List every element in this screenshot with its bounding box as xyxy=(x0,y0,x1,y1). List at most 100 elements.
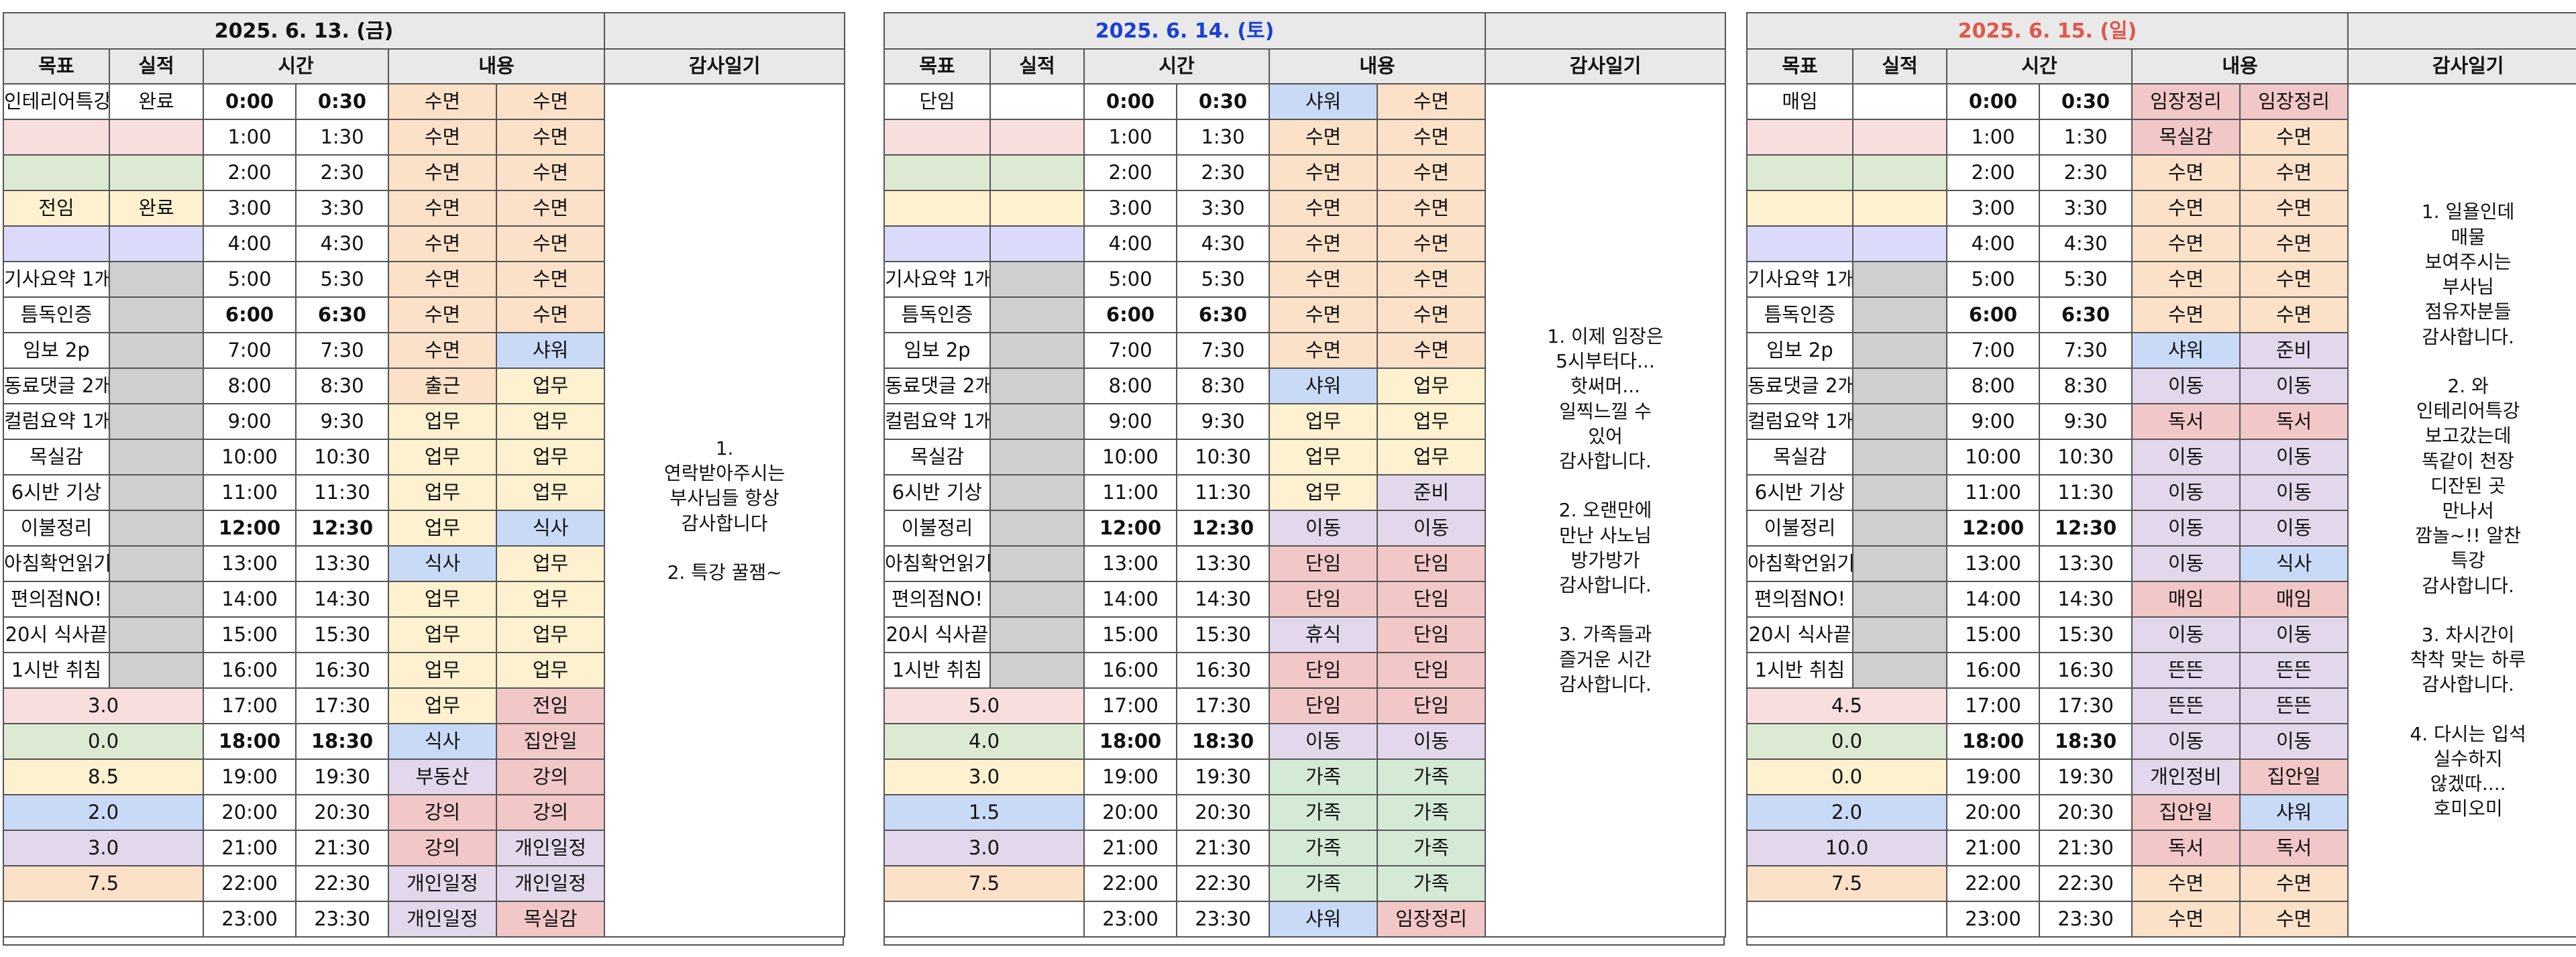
time-half-cell[interactable]: 11:30 xyxy=(1176,474,1270,511)
score-cell[interactable]: 7.5 xyxy=(883,865,1085,902)
activity-cell[interactable]: 업무 xyxy=(495,545,606,582)
time-start-cell[interactable]: 17:00 xyxy=(1083,687,1177,724)
done-cell[interactable] xyxy=(989,83,1085,120)
time-half-cell[interactable]: 10:30 xyxy=(2039,439,2133,475)
done-cell[interactable] xyxy=(109,616,204,653)
activity-cell[interactable]: 샤워 xyxy=(1269,368,1378,404)
goal-cell[interactable]: 목실감 xyxy=(3,439,110,475)
time-start-cell[interactable]: 14:00 xyxy=(1946,581,2040,618)
done-cell[interactable] xyxy=(989,545,1085,582)
gratitude-diary-cell[interactable]: 1. 이제 임장은 5시부터다... 핫써머... 일찍느낄 수 있어 감사합니다. 2. … xyxy=(1485,83,1727,938)
goal-cell[interactable]: 6시반 기상 xyxy=(1746,474,1854,511)
time-half-cell[interactable]: 19:30 xyxy=(1176,758,1270,795)
time-start-cell[interactable]: 15:00 xyxy=(1083,616,1177,653)
score-cell[interactable]: 3.0 xyxy=(3,687,204,724)
time-half-cell[interactable]: 20:30 xyxy=(295,794,389,831)
goal-cell[interactable]: 단임 xyxy=(883,83,991,120)
activity-cell[interactable]: 업무 xyxy=(495,439,606,475)
activity-cell[interactable]: 수면 xyxy=(2239,901,2349,938)
goal-cell[interactable]: 목실감 xyxy=(883,439,991,475)
activity-cell[interactable]: 이동 xyxy=(2239,510,2349,547)
time-half-cell[interactable]: 4:30 xyxy=(1176,225,1270,262)
score-cell[interactable] xyxy=(883,901,1085,938)
activity-cell[interactable]: 수면 xyxy=(2131,901,2241,938)
goal-cell[interactable]: 컬럼요약 1개 xyxy=(3,403,110,440)
time-half-cell[interactable]: 9:30 xyxy=(2039,403,2133,440)
activity-cell[interactable]: 수면 xyxy=(388,119,497,156)
time-half-cell[interactable]: 5:30 xyxy=(295,261,389,298)
goal-cell[interactable] xyxy=(3,154,110,191)
goal-cell[interactable] xyxy=(883,225,991,262)
time-start-cell[interactable]: 8:00 xyxy=(203,368,297,404)
time-half-cell[interactable]: 1:30 xyxy=(1176,119,1270,156)
activity-cell[interactable]: 수면 xyxy=(1376,119,1487,156)
goal-cell[interactable]: 이불정리 xyxy=(1746,510,1854,547)
activity-cell[interactable]: 업무 xyxy=(388,474,497,511)
activity-cell[interactable]: 수면 xyxy=(1376,332,1487,369)
activity-cell[interactable]: 업무 xyxy=(1269,439,1378,475)
time-start-cell[interactable]: 1:00 xyxy=(1083,119,1177,156)
done-cell[interactable]: 완료 xyxy=(109,83,204,120)
time-half-cell[interactable]: 21:30 xyxy=(1176,830,1270,866)
goal-cell[interactable]: 인테리어특강 xyxy=(3,83,110,120)
activity-cell[interactable]: 수면 xyxy=(495,190,606,227)
goal-cell[interactable]: 틈독인증 xyxy=(1746,296,1854,333)
time-start-cell[interactable]: 17:00 xyxy=(203,687,297,724)
activity-cell[interactable]: 수면 xyxy=(2239,865,2349,902)
done-cell[interactable] xyxy=(109,154,204,191)
time-start-cell[interactable]: 13:00 xyxy=(203,545,297,582)
activity-cell[interactable]: 단임 xyxy=(1269,545,1378,582)
time-start-cell[interactable]: 23:00 xyxy=(1946,901,2040,938)
done-cell[interactable] xyxy=(989,581,1085,618)
activity-cell[interactable]: 이동 xyxy=(2131,474,2241,511)
activity-cell[interactable]: 업무 xyxy=(388,652,497,689)
done-cell[interactable] xyxy=(109,119,204,156)
time-start-cell[interactable]: 21:00 xyxy=(1083,830,1177,866)
time-start-cell[interactable]: 4:00 xyxy=(1083,225,1177,262)
time-half-cell[interactable]: 22:30 xyxy=(2039,865,2133,902)
activity-cell[interactable]: 수면 xyxy=(388,225,497,262)
done-cell[interactable] xyxy=(1852,154,1947,191)
score-cell[interactable]: 5.0 xyxy=(883,687,1085,724)
time-start-cell[interactable]: 20:00 xyxy=(1083,794,1177,831)
done-cell[interactable] xyxy=(989,368,1085,404)
time-half-cell[interactable]: 17:30 xyxy=(1176,687,1270,724)
time-half-cell[interactable]: 7:30 xyxy=(295,332,389,369)
activity-cell[interactable]: 식사 xyxy=(2239,545,2349,582)
done-cell[interactable] xyxy=(989,403,1085,440)
activity-cell[interactable]: 식사 xyxy=(495,510,606,547)
activity-cell[interactable]: 수면 xyxy=(388,190,497,227)
time-start-cell[interactable]: 23:00 xyxy=(1083,901,1177,938)
goal-cell[interactable]: 전임 xyxy=(3,190,110,227)
activity-cell[interactable]: 수면 xyxy=(1376,190,1487,227)
time-start-cell[interactable]: 6:00 xyxy=(203,296,297,333)
activity-cell[interactable]: 이동 xyxy=(2239,368,2349,404)
activity-cell[interactable]: 수면 xyxy=(388,83,497,120)
done-cell[interactable] xyxy=(109,403,204,440)
activity-cell[interactable]: 수면 xyxy=(1269,190,1378,227)
goal-cell[interactable] xyxy=(883,154,991,191)
activity-cell[interactable]: 수면 xyxy=(495,296,606,333)
activity-cell[interactable]: 업무 xyxy=(388,687,497,724)
time-half-cell[interactable]: 3:30 xyxy=(2039,190,2133,227)
goal-cell[interactable] xyxy=(3,225,110,262)
score-cell[interactable]: 0.0 xyxy=(1746,758,1947,795)
activity-cell[interactable]: 업무 xyxy=(495,616,606,653)
activity-cell[interactable]: 업무 xyxy=(388,581,497,618)
activity-cell[interactable]: 이동 xyxy=(2239,723,2349,760)
activity-cell[interactable]: 수면 xyxy=(388,332,497,369)
time-start-cell[interactable]: 1:00 xyxy=(1946,119,2040,156)
activity-cell[interactable]: 수면 xyxy=(1269,154,1378,191)
time-start-cell[interactable]: 1:00 xyxy=(203,119,297,156)
score-cell[interactable]: 8.5 xyxy=(3,758,204,795)
goal-cell[interactable]: 틈독인증 xyxy=(3,296,110,333)
time-half-cell[interactable]: 22:30 xyxy=(295,865,389,902)
goal-cell[interactable]: 6시반 기상 xyxy=(883,474,991,511)
activity-cell[interactable]: 출근 xyxy=(388,368,497,404)
activity-cell[interactable]: 이동 xyxy=(2131,368,2241,404)
activity-cell[interactable]: 가족 xyxy=(1269,830,1378,866)
time-start-cell[interactable]: 16:00 xyxy=(1946,652,2040,689)
done-cell[interactable] xyxy=(109,652,204,689)
activity-cell[interactable]: 수면 xyxy=(2239,190,2349,227)
done-cell[interactable] xyxy=(989,652,1085,689)
